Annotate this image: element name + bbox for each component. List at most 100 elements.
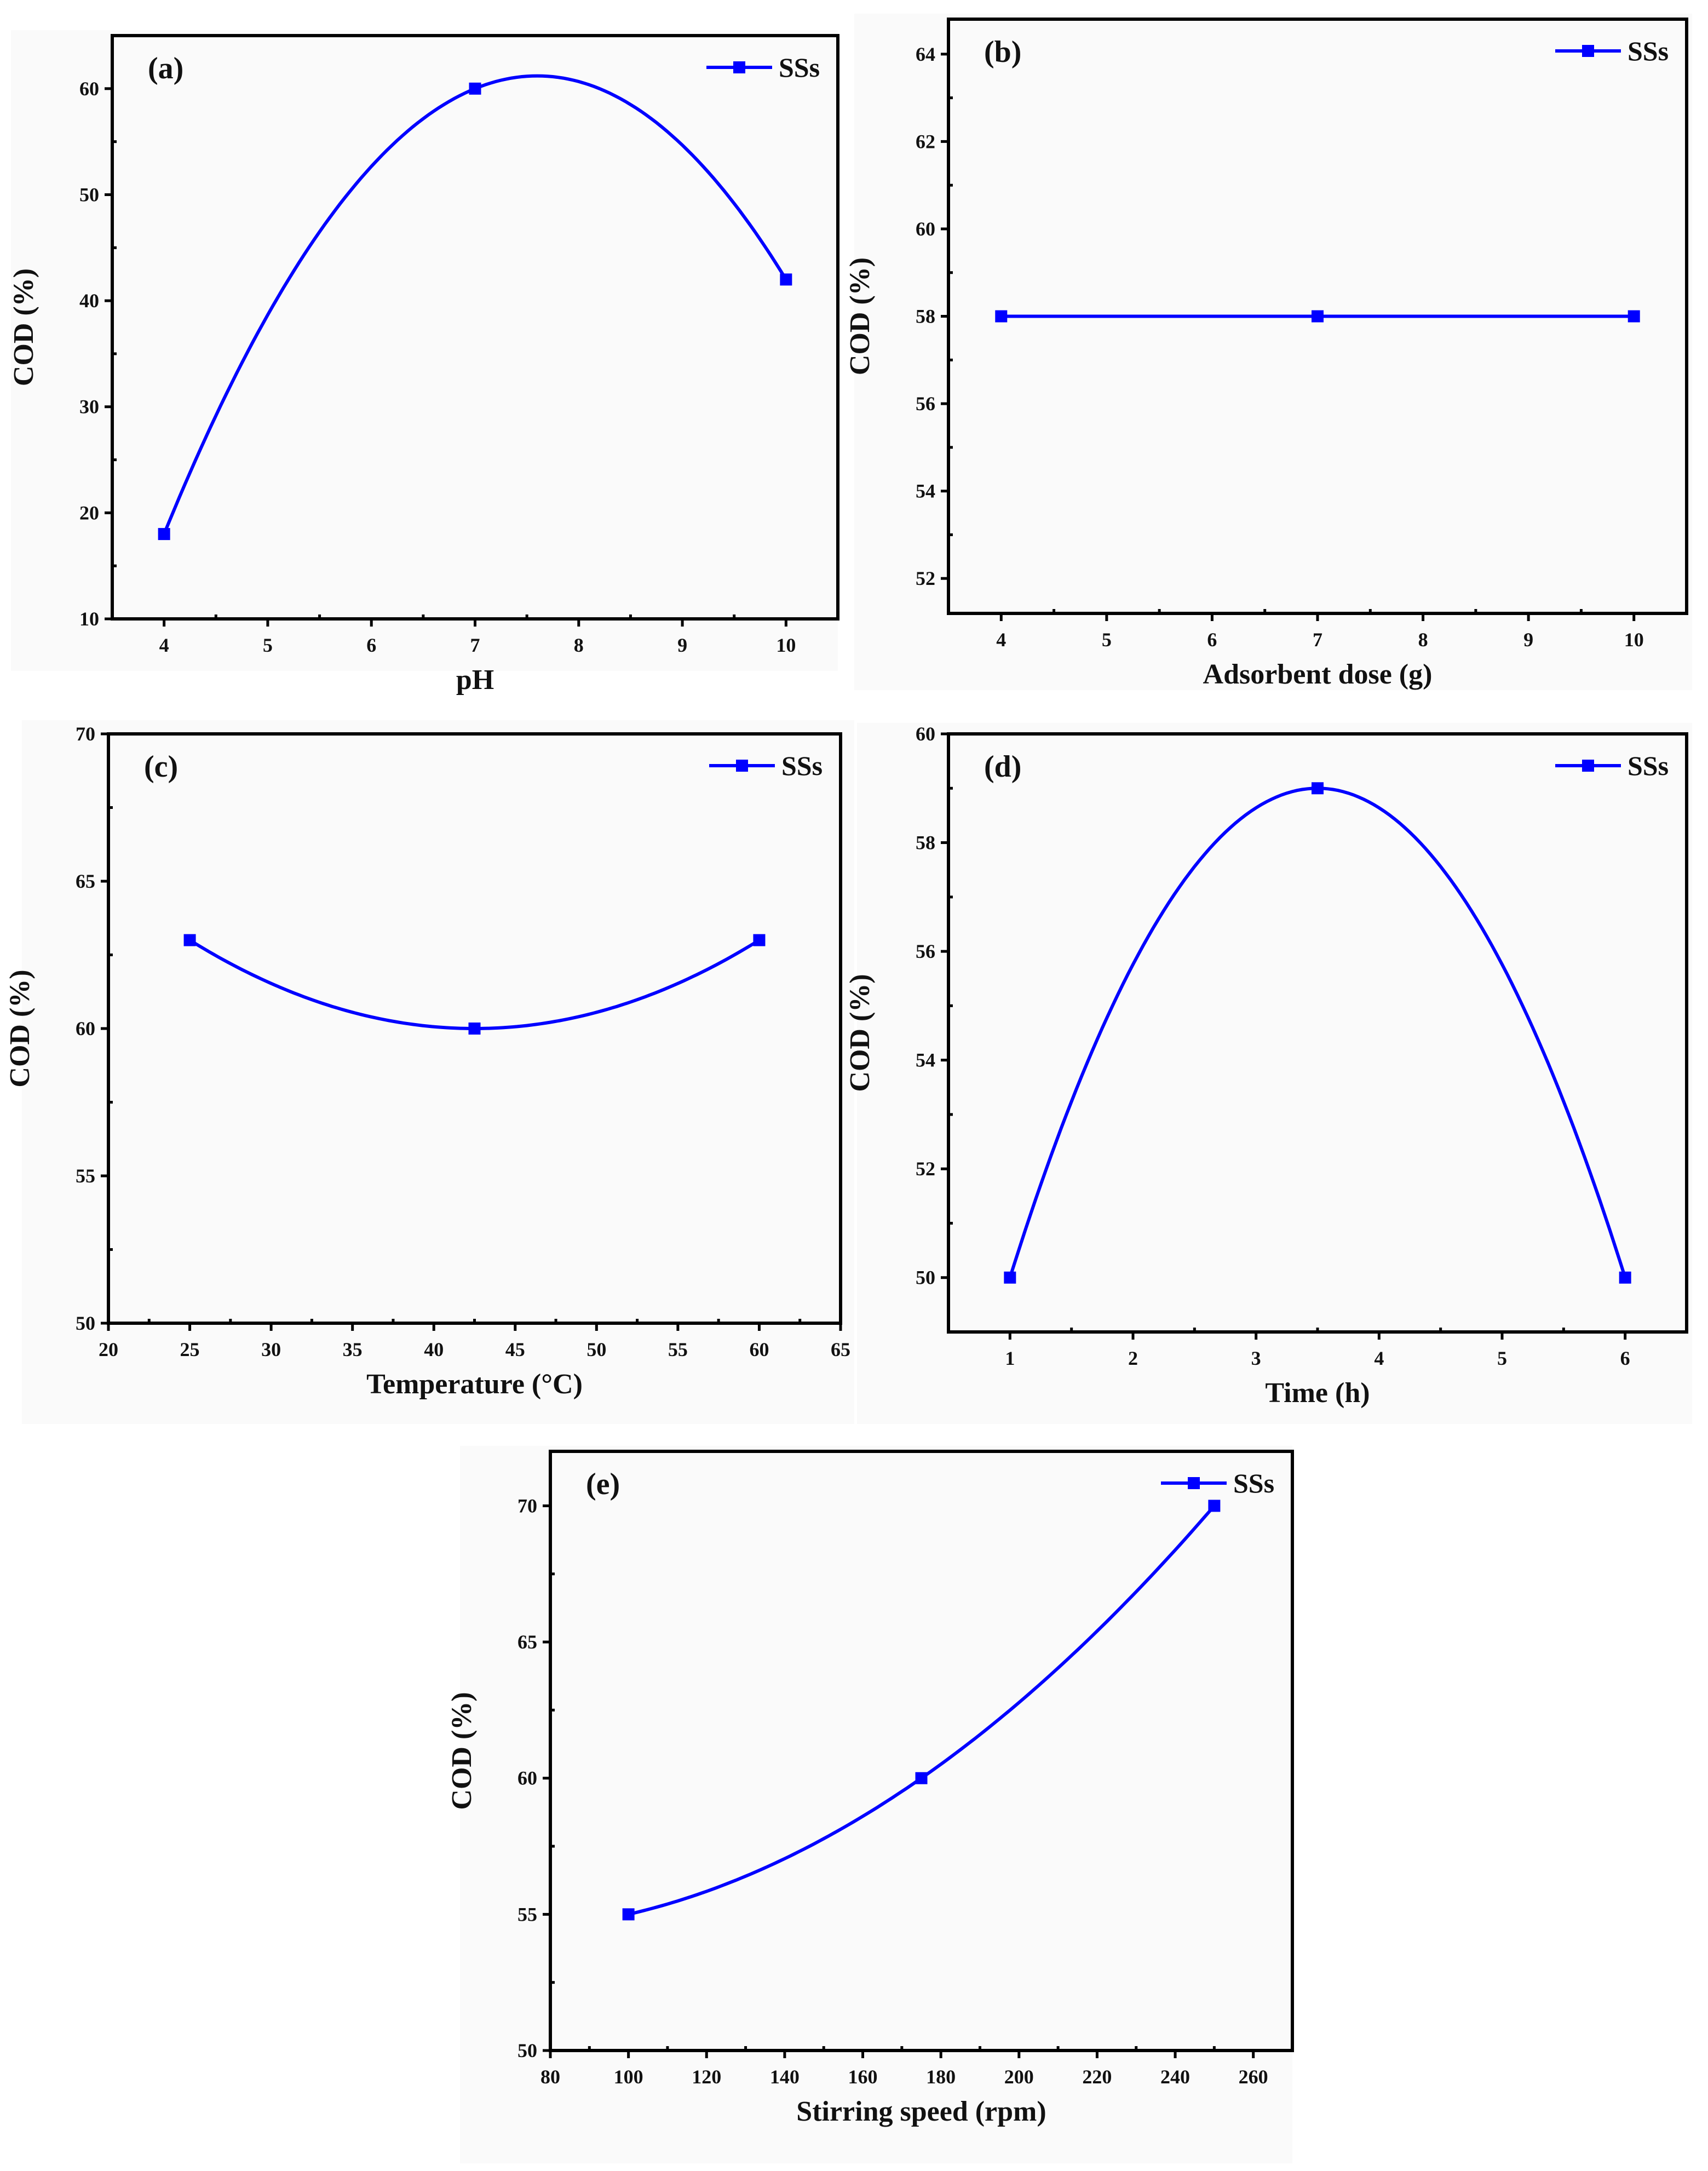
legend-label: SSs (1233, 1468, 1274, 1498)
x-tick-label: 7 (1313, 629, 1322, 651)
x-tick-label: 4 (159, 634, 169, 656)
data-point (1208, 1500, 1221, 1512)
x-tick-label: 260 (1239, 2066, 1268, 2088)
x-tick-label: 4 (996, 629, 1006, 651)
y-tick-label: 55 (76, 1165, 95, 1187)
data-point (995, 310, 1008, 323)
y-tick-label: 60 (916, 723, 935, 745)
y-tick-label: 55 (517, 1903, 537, 1925)
legend-marker (1582, 45, 1594, 57)
y-tick-label: 70 (76, 723, 95, 745)
y-axis-label: COD (%) (844, 974, 876, 1092)
legend-marker (736, 760, 748, 772)
x-tick-label: 200 (1004, 2066, 1034, 2088)
y-tick-label: 50 (79, 183, 99, 205)
chart-panel-a: 4 5 6 7 8 9 10 10 20 30 40 50 60 pH COD (%) (a) SSs (8, 30, 839, 696)
panel-background (854, 14, 1692, 690)
y-axis-label: COD (%) (446, 1692, 478, 1810)
x-axis-label: Stirring speed (rpm) (796, 2096, 1046, 2127)
y-tick-label: 56 (916, 940, 935, 962)
y-tick-label: 64 (916, 43, 935, 65)
x-tick-label: 30 (261, 1339, 281, 1360)
panel-letter: (a) (148, 51, 183, 85)
x-tick-label: 3 (1251, 1347, 1261, 1369)
y-tick-label: 50 (916, 1267, 935, 1289)
x-tick-label: 5 (1102, 629, 1112, 651)
chart-panel-e: 80 100 120 140 160 180 200 220 240 260 50 55 60 65 70 S… (446, 1446, 1294, 2163)
y-tick-label: 65 (517, 1631, 537, 1653)
legend-label: SSs (1628, 36, 1669, 66)
data-point (780, 273, 792, 286)
x-tick-label: 40 (424, 1339, 444, 1360)
y-tick-label: 30 (79, 396, 99, 418)
y-tick-label: 54 (916, 480, 935, 502)
x-tick-label: 10 (1624, 629, 1644, 651)
y-axis-label: COD (%) (844, 257, 876, 375)
panel-background (460, 1446, 1292, 2163)
y-tick-label: 60 (517, 1767, 537, 1789)
legend-marker (1582, 760, 1594, 772)
data-point (753, 934, 766, 946)
panel-letter: (d) (984, 750, 1021, 784)
x-tick-label: 20 (99, 1339, 118, 1360)
y-tick-label: 52 (916, 1158, 935, 1180)
x-axis-label: pH (456, 664, 494, 696)
y-axis-label: COD (%) (4, 969, 36, 1087)
x-tick-label: 1 (1005, 1347, 1015, 1369)
x-tick-label: 4 (1374, 1347, 1384, 1369)
y-tick-label: 50 (76, 1312, 95, 1334)
plot-frame (549, 1450, 1294, 2052)
panel-background (22, 720, 854, 1424)
x-tick-label: 160 (848, 2066, 878, 2088)
x-axis-label: Adsorbent dose (g) (1203, 659, 1433, 690)
y-tick-label: 40 (79, 290, 99, 312)
legend-label: SSs (1628, 750, 1669, 781)
y-tick-label: 65 (76, 870, 95, 892)
y-axis-label: COD (%) (8, 268, 39, 386)
y-tick-label: 10 (79, 608, 99, 630)
data-point (468, 1023, 481, 1035)
y-tick-label: 56 (916, 393, 935, 415)
y-tick-label: 52 (916, 567, 935, 589)
x-tick-label: 5 (1497, 1347, 1507, 1369)
y-tick-label: 54 (916, 1049, 935, 1071)
x-tick-label: 220 (1082, 2066, 1112, 2088)
x-tick-label: 9 (1523, 629, 1533, 651)
x-tick-label: 25 (180, 1339, 200, 1360)
y-tick-label: 70 (517, 1495, 537, 1517)
x-tick-label: 6 (366, 634, 376, 656)
data-point (158, 528, 170, 541)
x-tick-label: 60 (749, 1339, 769, 1360)
y-tick-label: 50 (517, 2040, 537, 2061)
x-tick-label: 140 (770, 2066, 800, 2088)
legend-marker (733, 61, 745, 73)
panel-background (11, 30, 838, 671)
x-tick-label: 2 (1128, 1347, 1138, 1369)
panel-letter: (b) (984, 35, 1021, 69)
x-tick-label: 50 (586, 1339, 606, 1360)
y-tick-label: 20 (79, 502, 99, 524)
x-tick-label: 9 (677, 634, 687, 656)
x-tick-label: 55 (668, 1339, 688, 1360)
data-point (1619, 1271, 1631, 1284)
x-tick-label: 80 (540, 2066, 560, 2088)
y-tick-label: 58 (916, 832, 935, 854)
y-tick-label: 58 (916, 306, 935, 328)
data-point (1312, 310, 1324, 323)
legend-label: SSs (781, 750, 823, 781)
x-tick-label: 65 (831, 1339, 850, 1360)
chart-panel-c: 20 25 30 35 40 45 50 55 60 65 50 55 60 65 70 Temperatur… (4, 720, 854, 1424)
panel-background (857, 723, 1692, 1424)
x-tick-label: 8 (574, 634, 584, 656)
y-tick-label: 60 (76, 1018, 95, 1039)
x-tick-label: 10 (776, 634, 796, 656)
data-point (1312, 782, 1324, 795)
x-tick-label: 5 (263, 634, 273, 656)
data-point (622, 1908, 635, 1921)
x-tick-label: 7 (470, 634, 480, 656)
x-tick-label: 45 (505, 1339, 525, 1360)
panel-letter: (c) (144, 750, 178, 784)
x-tick-label: 6 (1620, 1347, 1630, 1369)
